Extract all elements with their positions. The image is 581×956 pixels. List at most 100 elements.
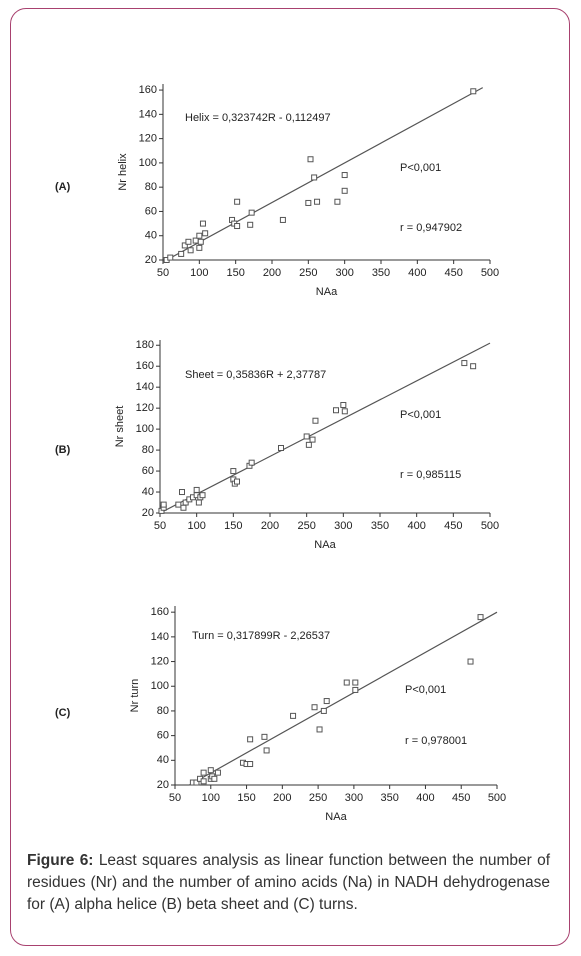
- y-tick-label: 20: [145, 254, 157, 266]
- x-tick-label: 200: [261, 520, 279, 532]
- data-point: [247, 736, 254, 743]
- caption-text: Least squares analysis as linear functio…: [27, 852, 551, 913]
- data-point: [193, 486, 200, 493]
- data-point: [193, 779, 200, 786]
- y-tick-label: 160: [136, 360, 154, 372]
- y-tick-label: 160: [139, 84, 157, 96]
- y-axis-label: Nr helix: [117, 153, 129, 191]
- y-tick-label: 140: [136, 381, 154, 393]
- data-point: [309, 436, 316, 443]
- x-tick-label: 400: [408, 267, 426, 279]
- data-point: [179, 489, 185, 496]
- data-point: [207, 767, 214, 774]
- x-tick-label: 100: [187, 520, 205, 532]
- y-tick-label: 100: [139, 157, 157, 169]
- annotation: r = 0,947902: [400, 222, 462, 234]
- data-point: [341, 408, 348, 415]
- data-point: [199, 492, 206, 499]
- y-tick-label: 100: [136, 423, 154, 435]
- x-tick-label: 250: [297, 520, 315, 532]
- x-tick-label: 500: [481, 267, 499, 279]
- x-tick-label: 100: [190, 267, 208, 279]
- data-point: [305, 199, 312, 206]
- x-tick-label: 350: [380, 792, 398, 804]
- data-point: [303, 433, 310, 440]
- data-point: [261, 733, 268, 740]
- data-point: [200, 778, 207, 785]
- data-point: [477, 614, 484, 621]
- data-point: [200, 769, 207, 776]
- data-point: [311, 704, 318, 711]
- data-point: [470, 363, 477, 370]
- data-point: [234, 198, 241, 205]
- data-point: [461, 360, 468, 367]
- data-point: [197, 238, 204, 245]
- x-tick-label: 150: [237, 792, 255, 804]
- y-tick-label: 140: [151, 631, 169, 643]
- x-tick-label: 400: [416, 792, 434, 804]
- y-tick-label: 60: [142, 465, 154, 477]
- data-point: [182, 499, 189, 506]
- x-tick-label: 350: [371, 520, 389, 532]
- y-tick-label: 40: [142, 486, 154, 498]
- data-point: [314, 198, 321, 205]
- x-tick-label: 100: [202, 792, 220, 804]
- data-point: [180, 504, 187, 511]
- y-tick-label: 100: [151, 680, 169, 692]
- y-tick-label: 60: [145, 205, 157, 217]
- x-tick-label: 300: [335, 267, 353, 279]
- y-tick-label: 120: [151, 655, 169, 667]
- data-point: [196, 232, 203, 239]
- x-axis-label: NAa: [325, 811, 347, 823]
- y-tick-label: 60: [157, 730, 169, 742]
- x-tick-label: 50: [154, 520, 166, 532]
- y-tick-label: 180: [136, 339, 154, 351]
- x-tick-label: 400: [407, 520, 425, 532]
- x-tick-label: 450: [444, 520, 462, 532]
- data-point: [160, 501, 167, 508]
- annotation: P<0,001: [400, 409, 441, 421]
- x-tick-label: 50: [169, 792, 181, 804]
- figure: 20 40 60 80 100 120 140 160 50 100 150 200 250 300 350…: [55, 84, 506, 823]
- y-tick-label: 20: [157, 779, 169, 791]
- data-point: [341, 172, 348, 179]
- y-tick-label: 20: [142, 507, 154, 519]
- x-tick-label: 450: [452, 792, 470, 804]
- annotation: r = 0,978001: [405, 735, 467, 747]
- x-tick-label: 250: [299, 267, 317, 279]
- data-point: [199, 220, 206, 227]
- annotation: P<0,001: [400, 162, 441, 174]
- panel-label: (C): [55, 707, 71, 719]
- data-point: [334, 198, 341, 205]
- annotation: r = 0,985115: [400, 469, 461, 481]
- x-tick-label: 200: [273, 792, 291, 804]
- data-point: [178, 250, 185, 257]
- data-point: [230, 468, 237, 475]
- x-tick-label: 300: [345, 792, 363, 804]
- data-point: [290, 712, 297, 719]
- y-tick-label: 160: [151, 606, 169, 618]
- data-point: [214, 769, 221, 776]
- annotation: Helix = 0,323742R - 0,112497: [185, 112, 331, 124]
- figure-frame: [10, 8, 570, 946]
- data-point: [341, 187, 348, 194]
- data-point: [187, 247, 194, 254]
- x-tick-label: 500: [488, 792, 506, 804]
- data-point: [470, 88, 477, 95]
- data-point: [279, 216, 286, 223]
- y-tick-label: 40: [145, 230, 157, 242]
- data-point: [305, 441, 312, 448]
- y-tick-label: 120: [139, 133, 157, 145]
- y-tick-label: 140: [139, 108, 157, 120]
- x-tick-label: 450: [444, 267, 462, 279]
- x-tick-label: 150: [226, 267, 244, 279]
- data-point: [263, 747, 270, 754]
- y-axis-label: Nr turn: [129, 679, 141, 713]
- data-point: [202, 230, 209, 237]
- data-point: [312, 417, 319, 424]
- data-point: [196, 244, 203, 251]
- x-tick-label: 300: [334, 520, 352, 532]
- data-point: [192, 237, 199, 244]
- data-point: [248, 459, 255, 466]
- data-point: [185, 238, 192, 245]
